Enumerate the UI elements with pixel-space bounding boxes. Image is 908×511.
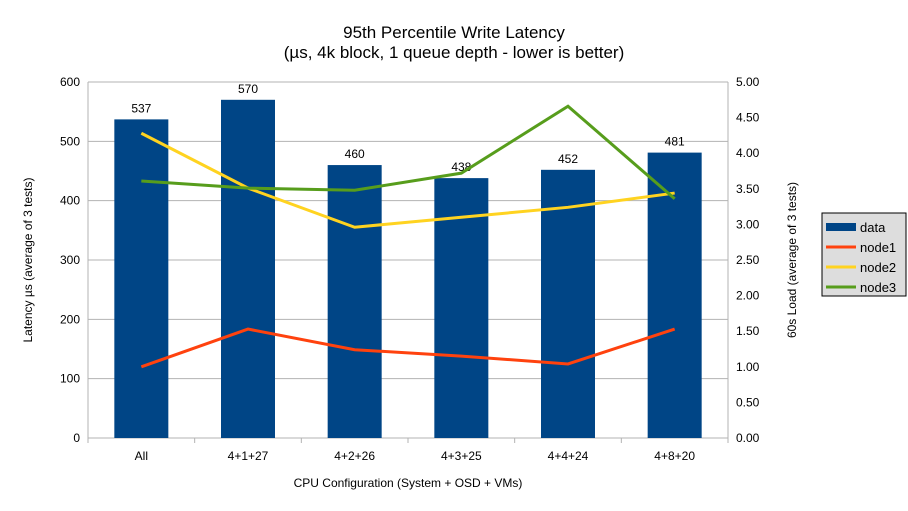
legend-label: node3 bbox=[860, 280, 896, 295]
bar-data bbox=[541, 169, 595, 438]
legend-swatch-data bbox=[826, 223, 856, 231]
y-axis-label: Latency µs (average of 3 tests) bbox=[21, 178, 35, 343]
data-label: 481 bbox=[665, 135, 685, 149]
y2-tick-label: 3.00 bbox=[736, 217, 760, 231]
x-tick-label: All bbox=[135, 449, 148, 463]
line-node1 bbox=[140, 327, 676, 369]
chart-title: 95th Percentile Write Latency bbox=[343, 23, 565, 42]
y2-tick-label: 0.00 bbox=[736, 431, 760, 445]
y2-tick-label: 4.00 bbox=[736, 146, 760, 160]
data-label: 537 bbox=[131, 101, 151, 115]
bar-data bbox=[647, 152, 702, 438]
y2-tick-label: 3.50 bbox=[736, 182, 760, 196]
y-tick-label: 100 bbox=[60, 372, 80, 386]
y-tick-label: 600 bbox=[60, 75, 80, 89]
x-tick-label: 4+1+27 bbox=[228, 449, 269, 463]
y-tick-label: 200 bbox=[60, 312, 80, 326]
y2-axis-label: 60s Load (average of 3 tests) bbox=[785, 182, 799, 338]
y2-tick-label: 4.50 bbox=[736, 111, 760, 125]
x-tick-label: 4+8+20 bbox=[654, 449, 695, 463]
y-tick-label: 400 bbox=[60, 194, 80, 208]
data-label: 452 bbox=[558, 152, 578, 166]
line-node2 bbox=[140, 131, 675, 229]
x-tick-label: 4+2+26 bbox=[334, 449, 375, 463]
legend-label: data bbox=[860, 220, 886, 235]
data-label: 460 bbox=[345, 147, 365, 161]
y-tick-label: 300 bbox=[60, 253, 80, 267]
y-tick-label: 0 bbox=[73, 431, 80, 445]
y2-tick-label: 2.50 bbox=[736, 253, 760, 267]
x-tick-label: 4+3+25 bbox=[441, 449, 482, 463]
line-node3 bbox=[141, 104, 676, 200]
y2-tick-label: 1.00 bbox=[736, 360, 760, 374]
y2-tick-label: 2.00 bbox=[736, 289, 760, 303]
bar-data bbox=[434, 178, 489, 438]
legend-label: node1 bbox=[860, 240, 896, 255]
x-tick-label: 4+4+24 bbox=[548, 449, 589, 463]
y2-tick-label: 1.50 bbox=[736, 324, 760, 338]
bar-data bbox=[327, 165, 382, 439]
bar-data bbox=[114, 119, 169, 438]
data-label: 570 bbox=[238, 82, 258, 96]
legend-label: node2 bbox=[860, 260, 896, 275]
legend: data node1 node2 node3 bbox=[821, 212, 907, 297]
y2-tick-label: 0.50 bbox=[736, 395, 760, 409]
y2-tick-label: 5.00 bbox=[736, 75, 760, 89]
x-axis-label: CPU Configuration (System + OSD + VMs) bbox=[294, 476, 523, 490]
bar-data bbox=[221, 99, 275, 439]
chart-subtitle: (µs, 4k block, 1 queue depth - lower is … bbox=[284, 43, 625, 62]
y-tick-label: 500 bbox=[60, 134, 80, 148]
